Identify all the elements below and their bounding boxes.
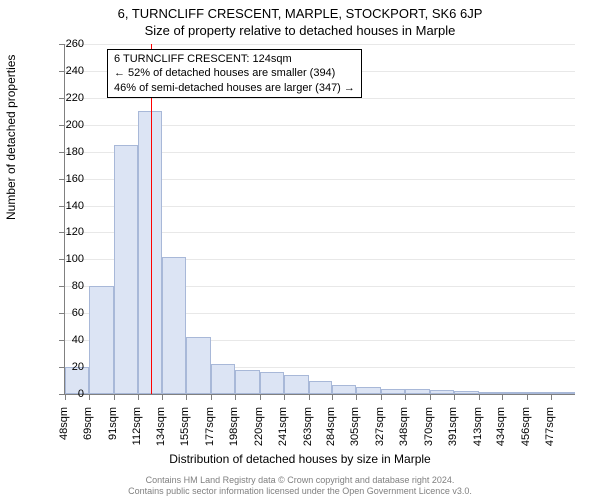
x-tick-label: 413sqm: [472, 407, 484, 467]
chart-container: 6, TURNCLIFF CRESCENT, MARPLE, STOCKPORT…: [0, 0, 600, 500]
x-tick-label: 198sqm: [228, 407, 240, 467]
x-tick: [454, 394, 455, 400]
histogram-bar: [405, 389, 430, 394]
x-tick-label: 155sqm: [179, 407, 191, 467]
x-tick: [138, 394, 139, 400]
gridline: [65, 44, 575, 45]
x-tick-label: 456sqm: [520, 407, 532, 467]
histogram-bar: [430, 390, 454, 394]
x-tick: [235, 394, 236, 400]
histogram-bar: [479, 392, 503, 394]
y-tick-label: 100: [48, 253, 84, 265]
histogram-bar: [211, 364, 235, 394]
x-tick: [502, 394, 503, 400]
plot-area: 6 TURNCLIFF CRESCENT: 124sqm ← 52% of de…: [64, 44, 575, 395]
x-tick: [284, 394, 285, 400]
y-tick-label: 260: [48, 38, 84, 50]
x-tick: [430, 394, 431, 400]
x-tick: [260, 394, 261, 400]
annotation-line-1: 6 TURNCLIFF CRESCENT: 124sqm: [114, 52, 355, 66]
histogram-bar: [356, 387, 381, 394]
x-tick-label: 177sqm: [204, 407, 216, 467]
x-tick-label: 134sqm: [155, 407, 167, 467]
histogram-bar: [114, 145, 138, 394]
gridline: [65, 98, 575, 99]
histogram-bar: [332, 385, 356, 394]
title-subtitle: Size of property relative to detached ho…: [0, 21, 600, 38]
x-tick: [162, 394, 163, 400]
y-tick-label: 120: [48, 226, 84, 238]
x-tick-label: 370sqm: [423, 407, 435, 467]
x-tick-label: 391sqm: [447, 407, 459, 467]
footer: Contains HM Land Registry data © Crown c…: [0, 475, 600, 497]
histogram-bar: [89, 286, 114, 394]
x-tick-label: 477sqm: [544, 407, 556, 467]
histogram-bar: [162, 257, 186, 394]
x-tick-label: 263sqm: [302, 407, 314, 467]
y-tick-label: 80: [48, 280, 84, 292]
y-tick-label: 240: [48, 65, 84, 77]
annotation-box: 6 TURNCLIFF CRESCENT: 124sqm ← 52% of de…: [107, 49, 362, 98]
histogram-bar: [235, 370, 260, 394]
histogram-bar: [454, 391, 479, 394]
histogram-bar: [260, 372, 284, 394]
x-tick: [309, 394, 310, 400]
histogram-bar: [309, 381, 333, 394]
footer-line-1: Contains HM Land Registry data © Crown c…: [0, 475, 600, 486]
y-tick-label: 220: [48, 92, 84, 104]
y-tick-label: 140: [48, 200, 84, 212]
x-tick-label: 220sqm: [253, 407, 265, 467]
y-tick-label: 200: [48, 119, 84, 131]
x-tick-label: 348sqm: [398, 407, 410, 467]
x-tick: [381, 394, 382, 400]
x-tick: [479, 394, 480, 400]
x-tick-label: 241sqm: [277, 407, 289, 467]
histogram-bar: [527, 392, 551, 394]
x-tick-label: 284sqm: [325, 407, 337, 467]
x-tick-label: 327sqm: [374, 407, 386, 467]
x-tick-label: 305sqm: [349, 407, 361, 467]
histogram-bar: [551, 392, 575, 394]
x-tick: [114, 394, 115, 400]
x-tick-label: 48sqm: [58, 407, 70, 467]
y-tick-label: 180: [48, 146, 84, 158]
x-tick-label: 69sqm: [82, 407, 94, 467]
x-tick: [551, 394, 552, 400]
annotation-line-2: ← 52% of detached houses are smaller (39…: [114, 66, 355, 80]
y-tick-label: 160: [48, 173, 84, 185]
histogram-bar: [284, 375, 309, 394]
x-tick: [405, 394, 406, 400]
y-axis-title: Number of detached properties: [4, 55, 18, 220]
x-tick: [356, 394, 357, 400]
histogram-bar: [381, 389, 405, 394]
x-tick-label: 434sqm: [495, 407, 507, 467]
x-tick: [186, 394, 187, 400]
histogram-bar: [502, 392, 527, 394]
y-tick-label: 0: [48, 388, 84, 400]
y-tick-label: 60: [48, 307, 84, 319]
annotation-line-3: 46% of semi-detached houses are larger (…: [114, 81, 355, 95]
y-tick-label: 40: [48, 334, 84, 346]
y-tick-label: 20: [48, 361, 84, 373]
x-tick: [332, 394, 333, 400]
histogram-bar: [138, 111, 163, 394]
title-address: 6, TURNCLIFF CRESCENT, MARPLE, STOCKPORT…: [0, 0, 600, 21]
x-tick: [89, 394, 90, 400]
footer-line-2: Contains public sector information licen…: [0, 486, 600, 497]
x-tick-label: 91sqm: [107, 407, 119, 467]
x-tick: [527, 394, 528, 400]
x-tick-label: 112sqm: [131, 407, 143, 467]
x-tick: [211, 394, 212, 400]
histogram-bar: [186, 337, 211, 394]
